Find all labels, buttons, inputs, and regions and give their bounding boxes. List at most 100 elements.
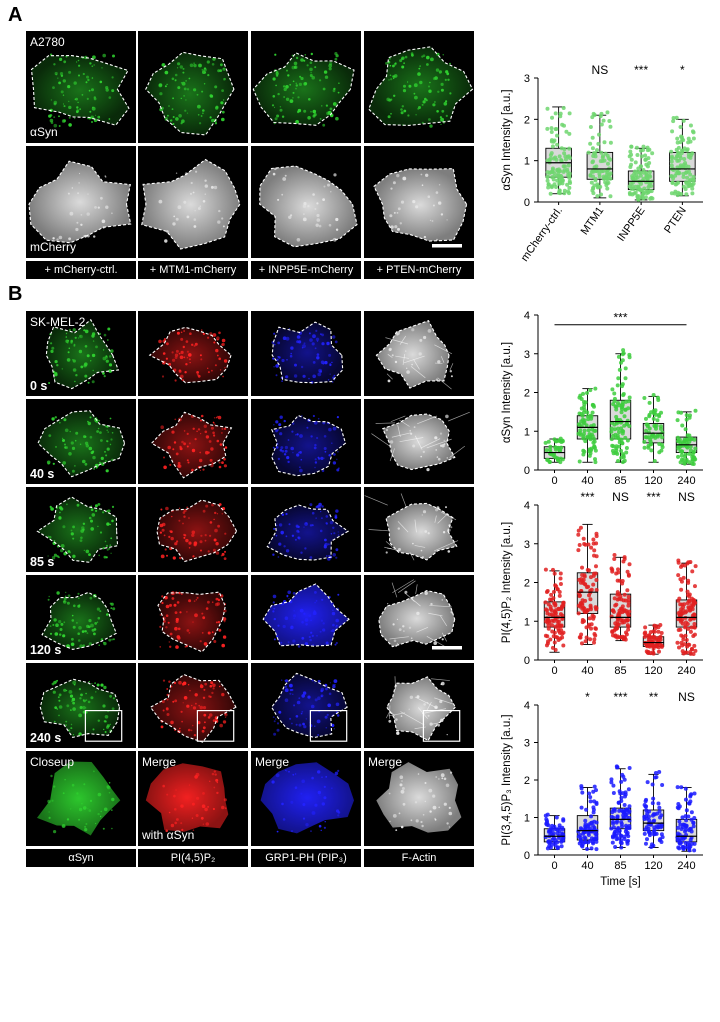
data-point [544, 590, 549, 595]
panel-b-image-pip2-t2 [138, 399, 248, 484]
data-point [624, 632, 629, 637]
panel-a-image-asyn-3 [251, 31, 361, 143]
data-point [627, 352, 632, 357]
data-point [593, 564, 598, 569]
data-point [548, 637, 553, 642]
data-point [614, 446, 619, 451]
data-point [686, 580, 691, 585]
significance-label: * [585, 690, 590, 704]
data-point [594, 541, 599, 546]
data-point [615, 578, 620, 583]
data-point [622, 802, 627, 807]
data-point [591, 191, 596, 196]
panel-a-caption-2: + MTM1-mCherry [138, 261, 248, 279]
data-point [548, 597, 553, 602]
data-point [546, 182, 551, 187]
data-point [646, 435, 651, 440]
data-point [590, 410, 595, 415]
data-point [579, 419, 584, 424]
data-point [616, 354, 621, 359]
data-point [685, 175, 690, 180]
data-point [616, 376, 621, 381]
data-point [615, 814, 620, 819]
panel-a-image-mcherry-4 [364, 146, 474, 258]
data-point [626, 572, 631, 577]
data-point [679, 836, 684, 841]
data-point [595, 148, 600, 153]
data-point [675, 136, 680, 141]
data-point [592, 640, 597, 645]
data-point [675, 154, 680, 159]
panel-a-image-asyn-2 [138, 31, 248, 143]
x-tick-label: PTEN [662, 205, 689, 236]
data-point [691, 651, 696, 656]
data-point [578, 580, 583, 585]
data-point [601, 118, 606, 123]
data-point [683, 786, 688, 791]
data-point [653, 408, 658, 413]
data-point [675, 640, 680, 645]
data-point [681, 575, 686, 580]
data-point [685, 445, 690, 450]
data-point [588, 388, 593, 393]
data-point [627, 804, 632, 809]
panel-b-image-factin-t3 [364, 487, 474, 572]
data-point [687, 433, 692, 438]
data-point [659, 644, 664, 649]
data-point [639, 154, 644, 159]
data-point [591, 403, 596, 408]
data-point [608, 176, 613, 181]
data-point [622, 592, 627, 597]
data-point [609, 826, 614, 831]
data-point [582, 574, 587, 579]
x-tick-label: 240 [677, 665, 695, 677]
panel-b-closeup-label-1: Closeup [30, 755, 75, 769]
data-point [595, 194, 600, 199]
data-point [647, 412, 652, 417]
data-point [676, 833, 681, 838]
data-point [591, 111, 596, 116]
data-point [642, 445, 647, 450]
data-point [645, 644, 650, 649]
data-point [643, 827, 648, 832]
data-point [629, 152, 634, 157]
data-point [580, 603, 585, 608]
data-point [626, 825, 631, 830]
data-point [625, 588, 630, 593]
data-point [683, 840, 688, 845]
data-point [588, 637, 593, 642]
data-point [646, 829, 651, 834]
data-point [578, 635, 583, 640]
data-point [688, 123, 693, 128]
panel-a-cell-line-label: A2780 [30, 35, 65, 49]
y-axis-label: PI(3,4,5)P₃ Intensity [a.u.] [501, 714, 513, 845]
data-point [623, 366, 628, 371]
data-point [614, 829, 619, 834]
data-point [690, 186, 695, 191]
x-tick-label: 0 [551, 475, 557, 487]
data-point [593, 626, 598, 631]
data-point [591, 153, 596, 158]
data-point [680, 825, 685, 830]
data-point [621, 453, 626, 458]
data-point [583, 839, 588, 844]
data-point [580, 790, 585, 795]
data-point [546, 839, 551, 844]
data-point [548, 153, 553, 158]
data-point [650, 782, 655, 787]
data-point [614, 833, 619, 838]
significance-label: ** [649, 690, 659, 704]
data-point [690, 841, 695, 846]
data-point [692, 632, 697, 637]
data-point [620, 441, 625, 446]
data-point [653, 626, 658, 631]
data-point [605, 110, 610, 115]
chart-b-pip3-intensity: 0 1 2 3 4 PI(3,4,5)P₃ Intensity [a.u.] 0 40 * 85 *… [501, 690, 703, 888]
x-tick-label: mCherry-ctrl. [519, 205, 565, 264]
data-point [657, 770, 662, 775]
data-point [619, 821, 624, 826]
data-point [645, 422, 650, 427]
data-point [669, 154, 674, 159]
data-point [650, 151, 655, 156]
data-point [581, 391, 586, 396]
